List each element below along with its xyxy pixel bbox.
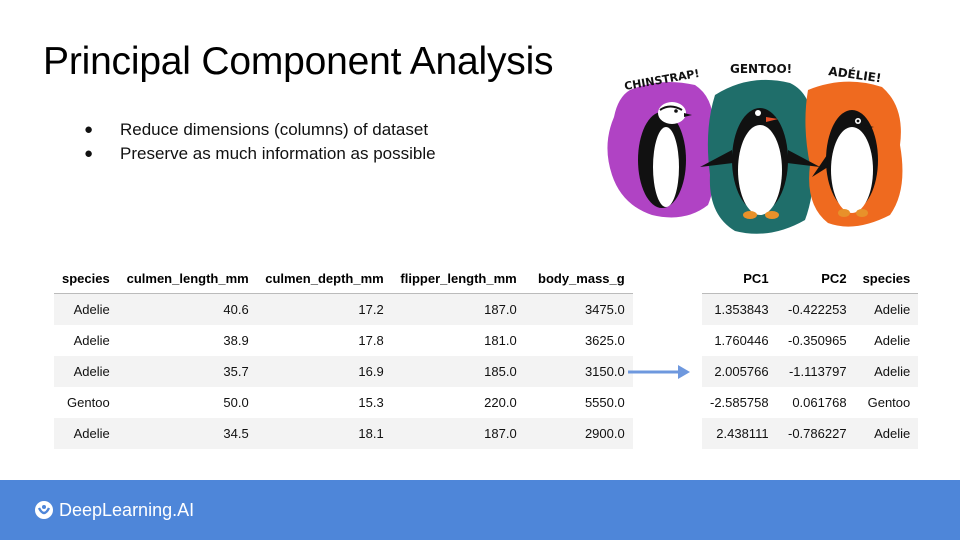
table-cell: 15.3 xyxy=(358,395,384,410)
bullet-list: ● Reduce dimensions (columns) of dataset … xyxy=(84,118,436,166)
table-row: 1.353843 -0.422253 Adelie xyxy=(702,293,919,325)
column-header: PC2 xyxy=(776,263,855,294)
table-cell: -0.422253 xyxy=(776,293,855,325)
table-cell: 2.005766 xyxy=(702,356,777,387)
table-cell: Adelie xyxy=(854,356,919,387)
table-cell: -1.113797 xyxy=(776,356,855,387)
bullet-item: ● Reduce dimensions (columns) of dataset xyxy=(84,118,436,142)
table-cell: Adelie xyxy=(874,333,911,348)
table-cell: -2.585758 xyxy=(710,395,769,410)
table-cell: 34.5 xyxy=(117,418,257,449)
bullet-dot-icon: ● xyxy=(84,145,94,162)
table-cell: 5550.0 xyxy=(584,395,625,410)
table-cell: 2.438111 xyxy=(702,418,777,449)
table-cell: 18.1 xyxy=(256,418,392,449)
column-header: species xyxy=(54,263,118,294)
bullet-text: Preserve as much information as possible xyxy=(120,144,436,163)
bullet-item: ● Preserve as much information as possibl… xyxy=(84,142,436,166)
bullet-text: Reduce dimensions (columns) of dataset xyxy=(120,120,429,139)
table-cell: 17.2 xyxy=(256,293,392,325)
penguins-illustration: CHINSTRAP! GENTOO! ADÉLIE! xyxy=(607,62,903,234)
table-cell: 2900.0 xyxy=(524,418,633,449)
table-row: -2.585758 0.061768 Gentoo xyxy=(702,387,918,418)
column-header: culmen_depth_mm xyxy=(256,263,392,294)
table-cell: 3625.0 xyxy=(584,333,625,348)
table-row: Gentoo 50.0 15.3 220.0 5550.0 xyxy=(54,387,633,418)
footer-bar xyxy=(0,480,960,540)
deeplearning-logo-icon xyxy=(35,501,53,519)
table-cell: Adelie xyxy=(54,356,118,387)
chinstrap-penguin xyxy=(638,102,692,208)
table-row: 2.005766 -1.113797 Adelie xyxy=(702,356,919,387)
table-cell: Adelie xyxy=(854,418,919,449)
table-cell: Adelie xyxy=(54,293,118,325)
pca-result-table: PC1 PC2 species 1.353843 -0.422253 Adeli… xyxy=(702,263,919,449)
table-cell: Gentoo xyxy=(67,395,110,410)
table-cell: Adelie xyxy=(854,293,919,325)
table-cell: Adelie xyxy=(73,333,110,348)
column-header: PC1 xyxy=(702,263,777,294)
table-cell: 187.0 xyxy=(391,293,525,325)
table-cell: 3150.0 xyxy=(524,356,633,387)
table-cell: Adelie xyxy=(54,418,118,449)
table-cell: 16.9 xyxy=(256,356,392,387)
brand-name: DeepLearning.AI xyxy=(59,499,195,520)
brand-logo: DeepLearning.AI xyxy=(34,499,194,521)
table-row: Adelie 35.7 16.9 185.0 3150.0 xyxy=(54,356,633,387)
column-header: species xyxy=(854,263,919,294)
table-cell: 38.9 xyxy=(223,333,249,348)
table-cell: -0.786227 xyxy=(776,418,855,449)
table-row: 1.760446 -0.350965 Adelie xyxy=(702,325,918,356)
table-cell: 187.0 xyxy=(391,418,525,449)
table-cell: 220.0 xyxy=(484,395,517,410)
table-cell: 1.353843 xyxy=(702,293,777,325)
original-data-table: species culmen_length_mm culmen_depth_mm… xyxy=(54,263,633,449)
table-cell: 50.0 xyxy=(223,395,249,410)
adelie-label: ADÉLIE! xyxy=(828,63,883,85)
gentoo-label: GENTOO! xyxy=(730,62,792,76)
table-row: Adelie 40.6 17.2 187.0 3475.0 xyxy=(54,293,633,325)
column-header: body_mass_g xyxy=(524,263,633,294)
gentoo-penguin xyxy=(700,108,820,219)
slide-title: Principal Component Analysis xyxy=(43,40,554,83)
table-cell: 1.760446 xyxy=(714,333,769,348)
adelie-penguin xyxy=(812,110,878,217)
table-cell: 0.061768 xyxy=(792,395,847,410)
table-cell: 181.0 xyxy=(484,333,517,348)
table-cell: 185.0 xyxy=(391,356,525,387)
arrow-right-icon xyxy=(628,365,690,379)
table-row: 2.438111 -0.786227 Adelie xyxy=(702,418,919,449)
table-cell: -0.350965 xyxy=(788,333,847,348)
column-header: flipper_length_mm xyxy=(391,263,525,294)
table-cell: 40.6 xyxy=(117,293,257,325)
table-row: Adelie 38.9 17.8 181.0 3625.0 xyxy=(54,325,633,356)
table-header-row: PC1 PC2 species xyxy=(702,263,919,294)
bullet-dot-icon: ● xyxy=(84,121,94,138)
table-cell: 17.8 xyxy=(358,333,384,348)
table-cell: Gentoo xyxy=(867,395,911,410)
column-header: culmen_length_mm xyxy=(117,263,257,294)
table-row: Adelie 34.5 18.1 187.0 2900.0 xyxy=(54,418,633,449)
table-cell: 3475.0 xyxy=(524,293,633,325)
table-cell: 35.7 xyxy=(117,356,257,387)
table-header-row: species culmen_length_mm culmen_depth_mm… xyxy=(54,263,633,294)
